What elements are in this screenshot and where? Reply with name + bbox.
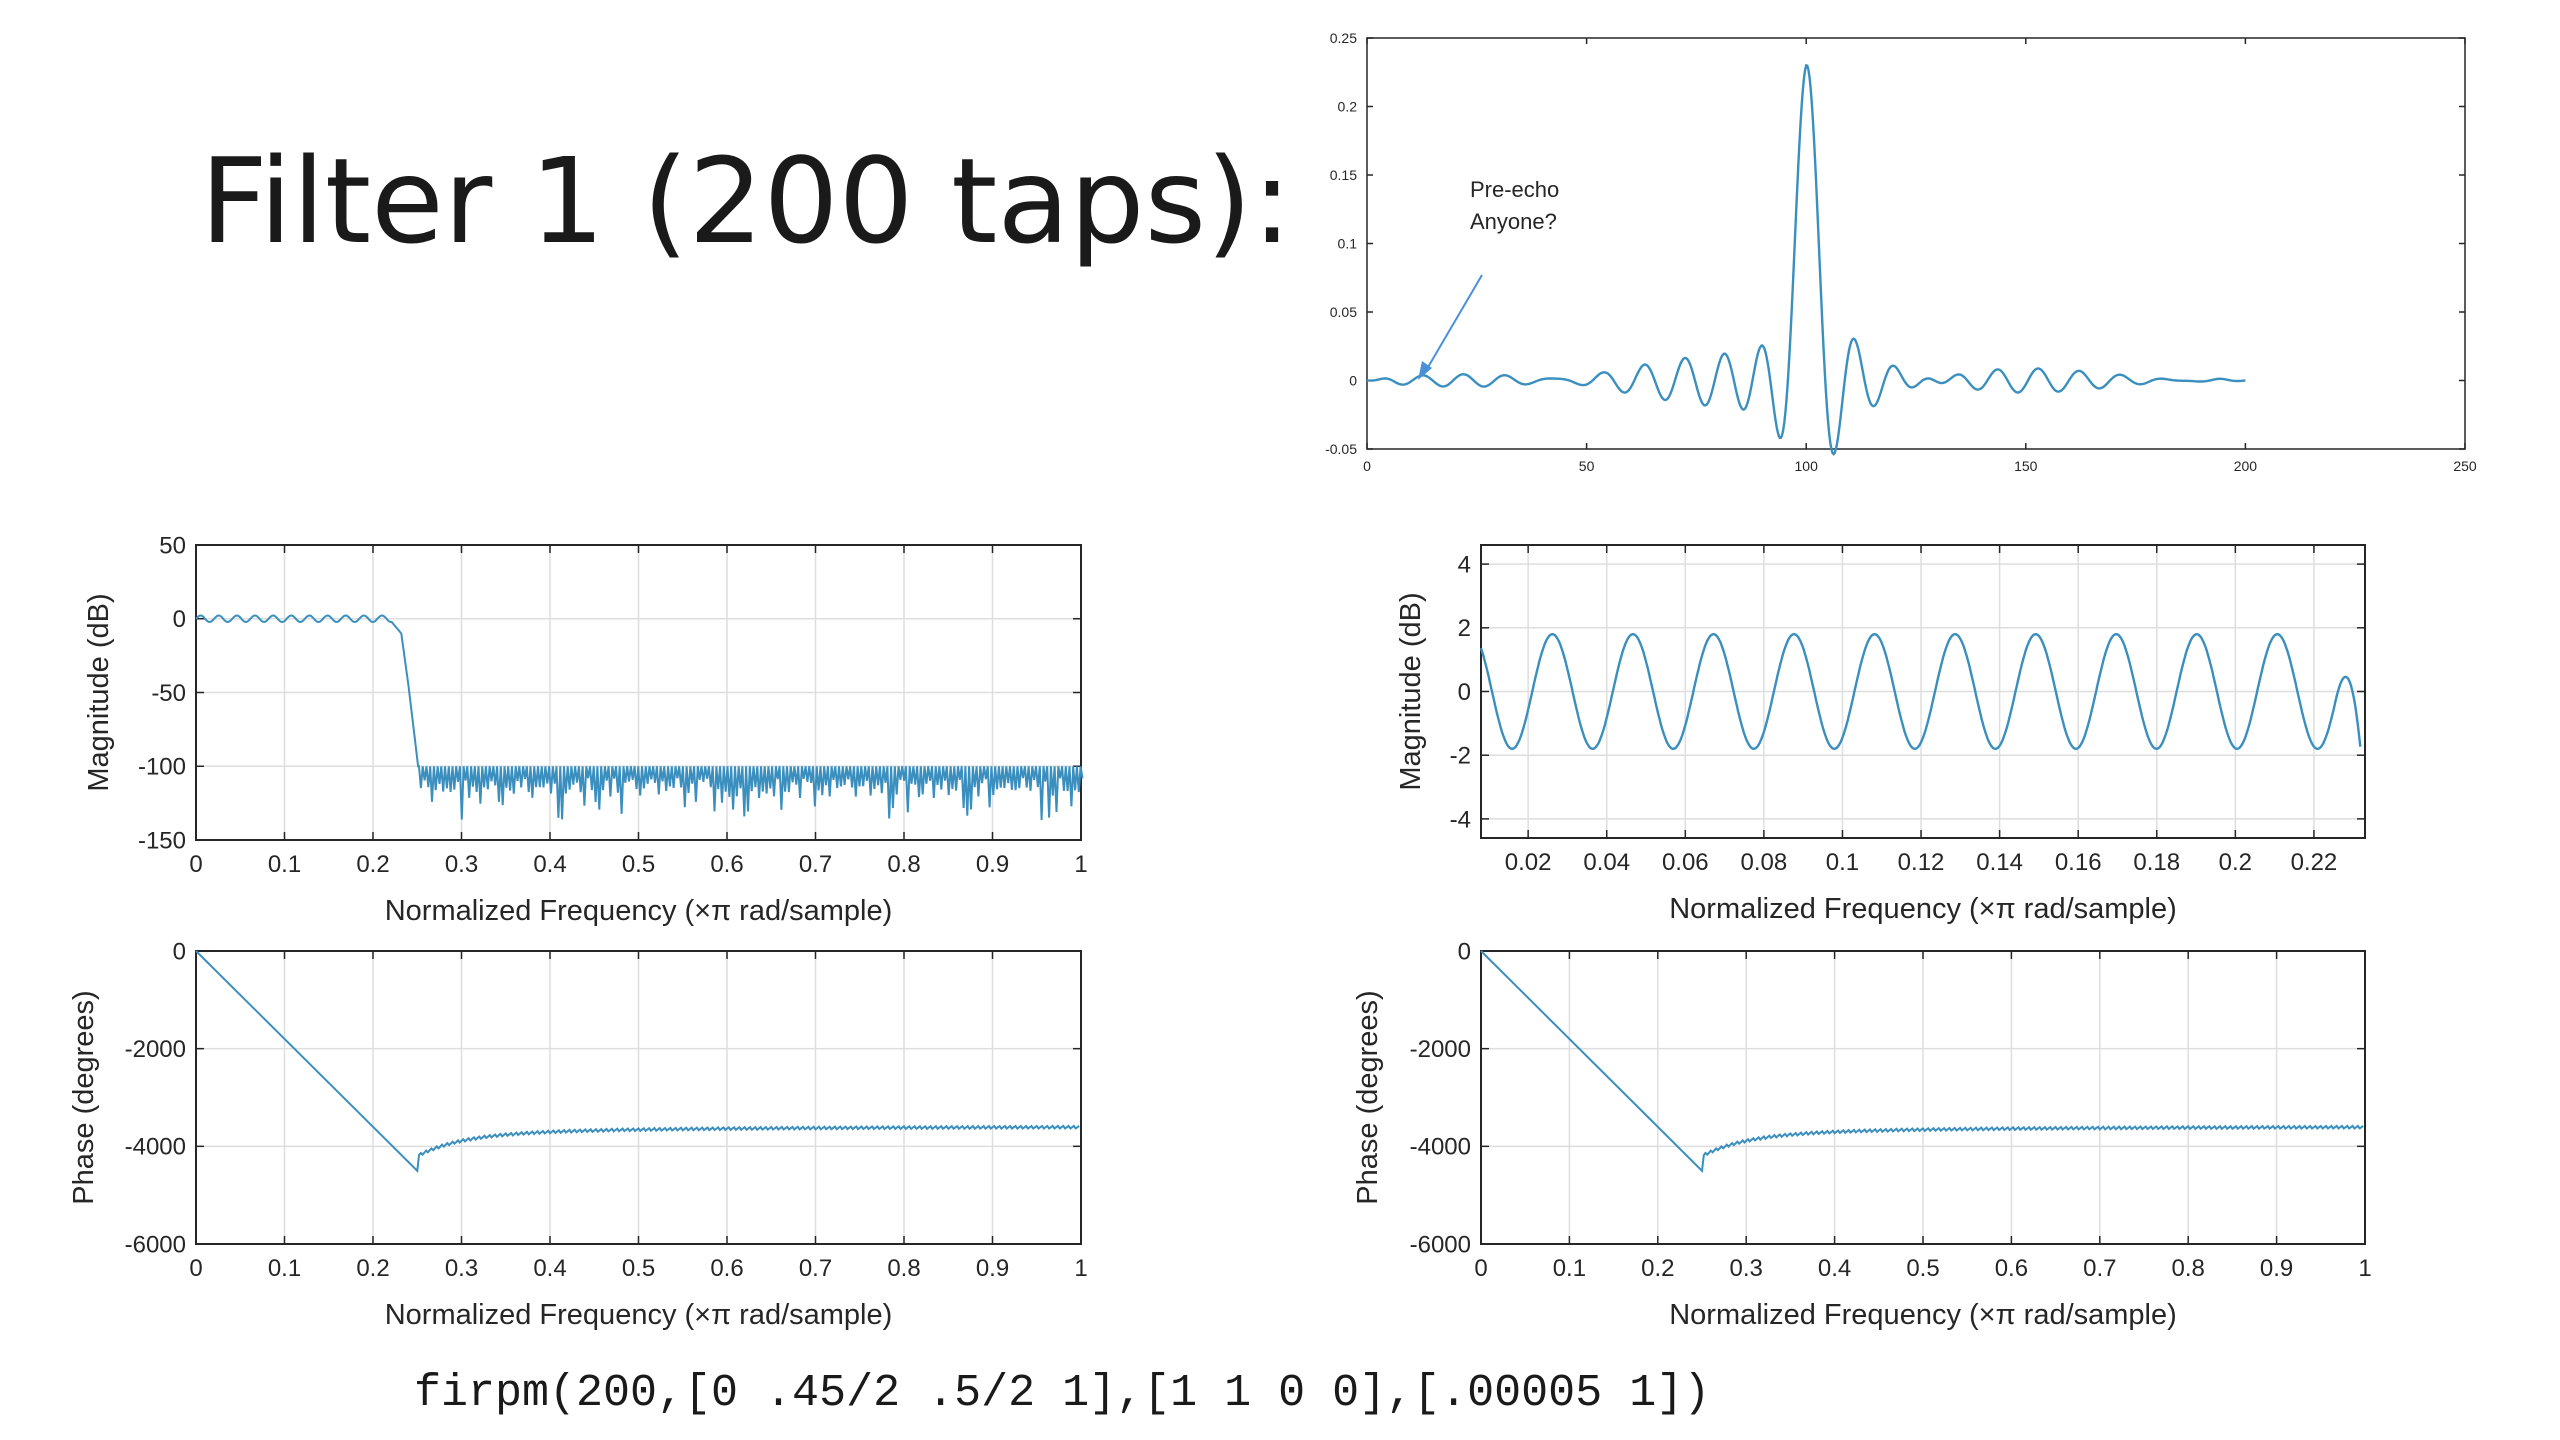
y-axis-label: Phase (degrees) <box>1352 990 1384 1204</box>
y-tick-label: -0.05 <box>1325 441 1357 457</box>
x-axis-label: Normalized Frequency (×π rad/sample) <box>1669 1299 2177 1331</box>
annotation-arrow-line <box>1423 274 1483 375</box>
x-tick-label: 0.12 <box>1898 849 1945 876</box>
y-tick-label: -100 <box>138 754 186 781</box>
x-tick-label: 0.1 <box>268 851 301 878</box>
y-tick-label: 0.15 <box>1330 167 1357 183</box>
y-axis-label: Phase (degrees) <box>68 990 100 1204</box>
x-tick-label: 0.7 <box>799 1255 832 1282</box>
phase-response-line-left <box>195 950 1080 1173</box>
y-tick-label: 0 <box>1458 679 1471 706</box>
magnitude-response-line <box>195 614 1084 821</box>
x-axis-label: Normalized Frequency (×π rad/sample) <box>385 895 893 927</box>
x-tick-label: 0.1 <box>268 1255 301 1282</box>
x-tick-label: 0.6 <box>710 1255 743 1282</box>
x-tick-label: 0.2 <box>356 851 389 878</box>
x-tick-label: 0.22 <box>2291 849 2338 876</box>
x-tick-label: 0.1 <box>1826 849 1859 876</box>
x-tick-label: 0.9 <box>976 1255 1009 1282</box>
x-tick-label: 0.04 <box>1583 849 1630 876</box>
y-tick-label: 0 <box>1349 372 1357 388</box>
x-tick-label: 0 <box>1474 1255 1487 1282</box>
x-tick-label: 0.08 <box>1741 849 1788 876</box>
x-tick-label: 150 <box>2014 458 2038 474</box>
x-tick-label: 0.3 <box>1730 1255 1763 1282</box>
y-tick-label: -50 <box>151 680 186 707</box>
y-tick-label: 0.25 <box>1330 30 1357 46</box>
x-tick-label: 0.16 <box>2055 849 2102 876</box>
phase-response-line-right <box>1480 950 2364 1173</box>
x-tick-label: 0.2 <box>2219 849 2252 876</box>
x-tick-label: 200 <box>2234 458 2258 474</box>
x-tick-label: 0.5 <box>622 1255 655 1282</box>
y-tick-label: -2000 <box>1410 1036 1471 1063</box>
x-tick-label: 100 <box>1795 458 1819 474</box>
magnitude-passband-line <box>1479 632 2362 751</box>
y-axis-label: Magnitude (dB) <box>1395 592 1427 790</box>
slide-title: Filter 1 (200 taps): <box>200 132 1292 270</box>
y-tick-label: 0 <box>173 938 186 965</box>
x-tick-label: 0 <box>189 1255 202 1282</box>
x-tick-label: 0.1 <box>1553 1255 1586 1282</box>
y-tick-label: -6000 <box>125 1231 186 1258</box>
y-tick-label: -6000 <box>1410 1231 1471 1258</box>
x-tick-label: 0 <box>189 851 202 878</box>
x-tick-label: 0.8 <box>887 851 920 878</box>
x-tick-label: 0.4 <box>533 1255 566 1282</box>
x-tick-label: 0.8 <box>887 1255 920 1282</box>
y-tick-label: -4000 <box>125 1134 186 1161</box>
y-tick-label: -150 <box>138 827 186 854</box>
x-tick-label: 0.3 <box>445 851 478 878</box>
y-tick-label: 0.1 <box>1338 235 1358 251</box>
annotation-text-line2: Anyone? <box>1470 209 1557 234</box>
x-axis-label: Normalized Frequency (×π rad/sample) <box>385 1299 893 1331</box>
y-tick-label: 4 <box>1458 552 1471 579</box>
x-tick-label: 0.4 <box>533 851 566 878</box>
x-tick-label: 0.6 <box>1995 1255 2028 1282</box>
impulse-response-line <box>1366 63 2246 456</box>
x-tick-label: 1 <box>1074 851 1087 878</box>
x-tick-label: 0.5 <box>622 851 655 878</box>
x-tick-label: 0.9 <box>976 851 1009 878</box>
annotation-arrow-head <box>1418 361 1432 380</box>
x-tick-label: 0.06 <box>1662 849 1709 876</box>
x-tick-label: 0.2 <box>356 1255 389 1282</box>
x-tick-label: 0.2 <box>1641 1255 1674 1282</box>
x-tick-label: 0.4 <box>1818 1255 1851 1282</box>
x-tick-label: 0.7 <box>2083 1255 2116 1282</box>
x-tick-label: 0.14 <box>1976 849 2023 876</box>
y-tick-label: -4000 <box>1410 1134 1471 1161</box>
x-tick-label: 0 <box>1363 458 1371 474</box>
x-tick-label: 0.02 <box>1505 849 1552 876</box>
firpm-call-text: firpm(200,[0 .45/2 .5/2 1],[1 1 0 0],[.0… <box>414 1368 1711 1419</box>
y-tick-label: 2 <box>1458 615 1471 642</box>
y-tick-label: -2 <box>1450 743 1471 770</box>
x-tick-label: 0.8 <box>2172 1255 2205 1282</box>
x-tick-label: 0.9 <box>2260 1255 2293 1282</box>
y-tick-label: 0 <box>1458 938 1471 965</box>
x-tick-label: 0.6 <box>710 851 743 878</box>
x-tick-label: 0.5 <box>1906 1255 1939 1282</box>
x-tick-label: 0.3 <box>445 1255 478 1282</box>
y-tick-label: 0.2 <box>1338 98 1358 114</box>
y-tick-label: 0.05 <box>1330 304 1357 320</box>
x-tick-label: 1 <box>1074 1255 1087 1282</box>
y-axis-label: Magnitude (dB) <box>83 593 115 791</box>
y-tick-label: -2000 <box>125 1036 186 1063</box>
x-tick-label: 50 <box>1579 458 1595 474</box>
x-tick-label: 0.18 <box>2133 849 2180 876</box>
annotation-text-line1: Pre-echo <box>1470 177 1559 202</box>
y-tick-label: 50 <box>159 532 186 559</box>
x-tick-label: 0.7 <box>799 851 832 878</box>
x-axis-label: Normalized Frequency (×π rad/sample) <box>1669 893 2177 925</box>
x-tick-label: 1 <box>2358 1255 2371 1282</box>
x-tick-label: 250 <box>2453 458 2477 474</box>
y-tick-label: -4 <box>1450 806 1471 833</box>
y-tick-label: 0 <box>173 606 186 633</box>
